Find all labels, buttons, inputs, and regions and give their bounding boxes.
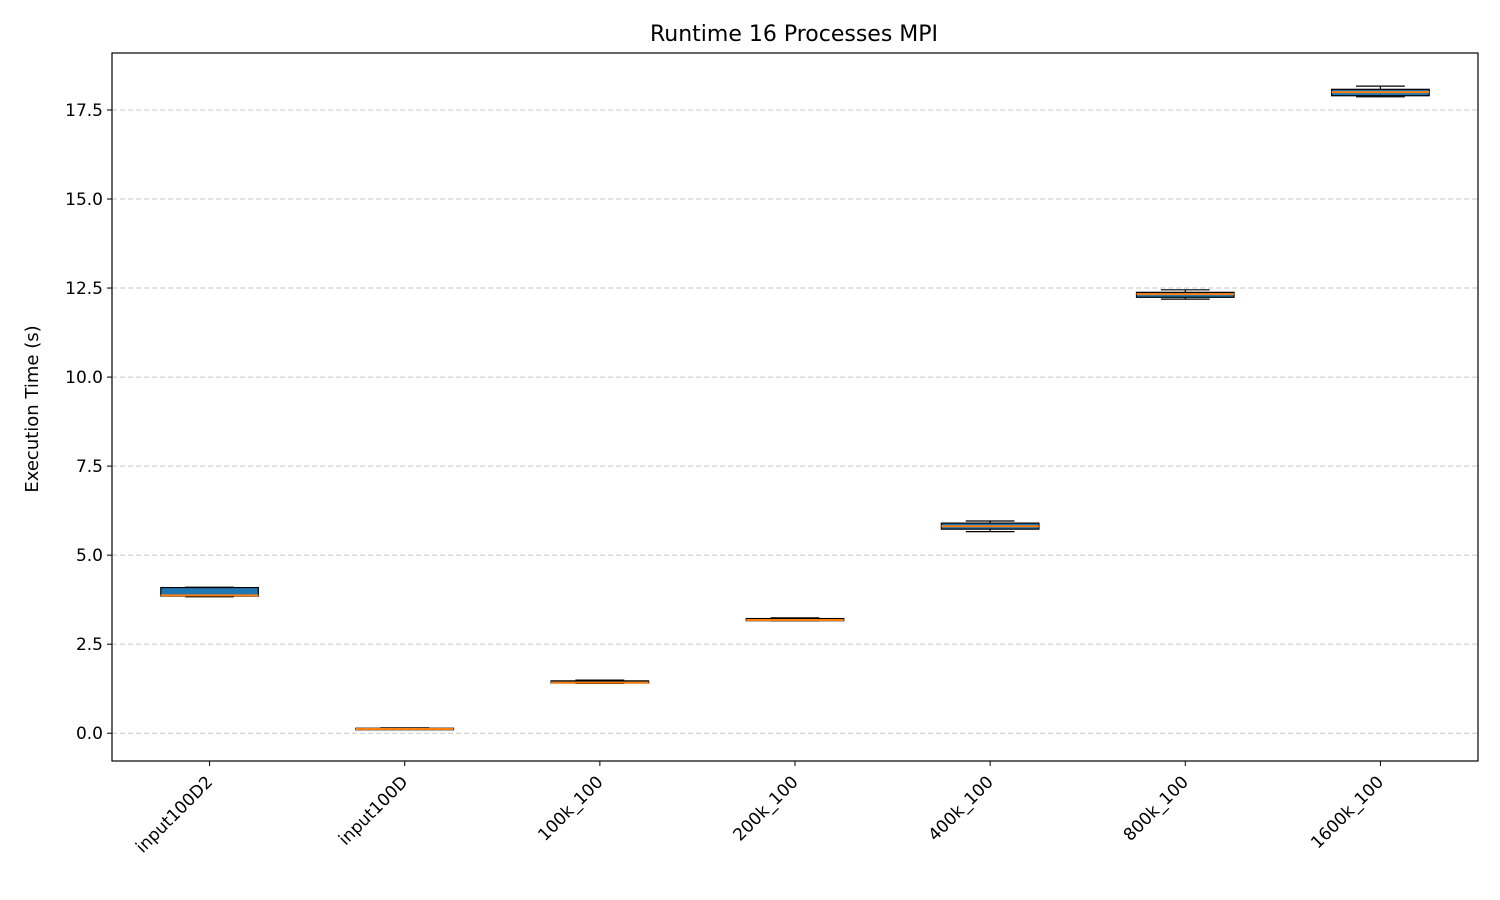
box-800k_100	[1135, 289, 1235, 300]
y-tick-label: 15.0	[65, 190, 103, 210]
x-tick-label: 400k_100	[925, 772, 998, 845]
box-1600k_100	[1331, 85, 1430, 98]
x-tick-label: 200k_100	[730, 772, 803, 845]
y-tick-label: 12.5	[65, 279, 103, 299]
x-tick-label: input100D	[335, 772, 412, 849]
x-tick-label: input100D2	[132, 772, 217, 857]
x-tick-label: 800k_100	[1120, 772, 1193, 845]
box-100k_100	[550, 679, 650, 684]
box-series	[160, 85, 1430, 731]
y-axis-label: Execution Time (s)	[22, 325, 43, 492]
plot-area-frame	[111, 52, 1479, 762]
box-input100D2	[160, 586, 259, 598]
box-input100D	[355, 727, 455, 731]
y-tick-label: 2.5	[76, 635, 103, 655]
y-axis: 0.0 2.5 5.0 7.5 10.0 12.5 15.0 17.5	[65, 101, 112, 744]
box-400k_100	[940, 520, 1040, 533]
y-tick-label: 5.0	[76, 546, 103, 566]
chart-title: Runtime 16 Processes MPI	[650, 22, 938, 47]
x-tick-label: 100k_100	[534, 772, 607, 845]
x-axis: input100D2 input100D 100k_100 200k_100 400k_…	[132, 761, 1388, 857]
y-tick-label: 17.5	[65, 101, 103, 121]
gridlines	[112, 109, 1478, 734]
box-200k_100	[745, 617, 845, 622]
y-tick-label: 0.0	[76, 724, 103, 744]
y-tick-label: 7.5	[76, 457, 103, 477]
y-tick-label: 10.0	[65, 368, 103, 388]
x-tick-label: 1600k_100	[1307, 772, 1388, 853]
